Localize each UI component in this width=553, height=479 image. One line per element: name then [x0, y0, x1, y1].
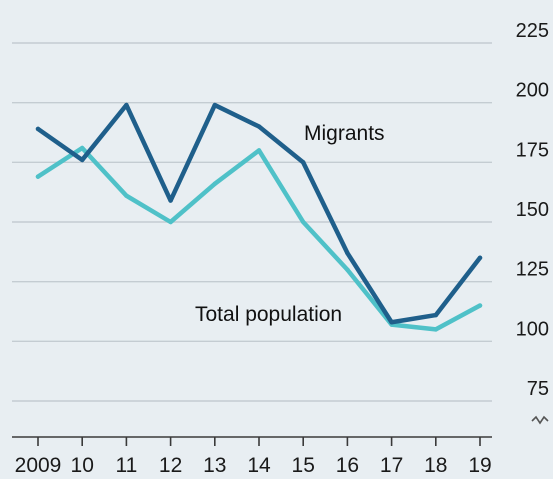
x-tick-label: 11 — [115, 454, 137, 477]
y-tick-label: 125 — [516, 259, 549, 281]
data-point — [301, 219, 306, 225]
axis-break-mark — [531, 415, 549, 425]
x-tick-label: 19 — [468, 454, 491, 477]
x-tick-label: 10 — [71, 454, 94, 477]
series-annotations: Migrants Total population — [195, 122, 385, 326]
x-tick-label: 16 — [336, 454, 359, 477]
annotation-total-population: Total population — [195, 303, 342, 326]
x-tick-label: 17 — [380, 454, 403, 477]
x-tick-label: 15 — [292, 454, 315, 477]
data-point — [477, 303, 483, 308]
data-point — [301, 160, 306, 165]
data-point — [433, 312, 438, 318]
data-point — [35, 126, 41, 132]
x-tick-label: 18 — [424, 454, 447, 477]
y-tick-label: 75 — [527, 378, 549, 400]
y-tick-label: 150 — [516, 199, 549, 221]
x-tick-label: 14 — [247, 454, 271, 477]
x-tick-label: 2009 — [15, 454, 62, 477]
y-tick-label: 200 — [516, 80, 549, 102]
data-point — [212, 102, 217, 108]
data-point — [256, 124, 262, 129]
data-point — [80, 157, 85, 163]
data-point — [433, 327, 438, 332]
x-tick-label: 13 — [203, 454, 226, 477]
data-point — [256, 148, 262, 153]
data-point — [389, 320, 394, 325]
x-tick-label: 12 — [159, 454, 182, 477]
y-axis-labels: 225 200 175 150 125 100 75 — [516, 20, 549, 425]
annotation-migrants: Migrants — [304, 122, 385, 145]
data-point — [477, 255, 483, 260]
data-point — [168, 219, 173, 225]
x-axis — [12, 436, 492, 446]
data-point — [212, 181, 217, 187]
y-tick-label: 175 — [516, 139, 549, 161]
data-point — [124, 193, 129, 198]
data-point — [345, 267, 350, 272]
data-point — [35, 174, 41, 179]
data-point — [124, 102, 129, 108]
data-point — [345, 250, 350, 256]
series-line-migrants — [35, 102, 483, 325]
data-point — [80, 145, 85, 151]
x-axis-labels: 2009 10 11 12 13 14 15 16 17 18 19 — [15, 454, 492, 477]
data-point — [168, 198, 173, 203]
y-tick-label: 100 — [516, 318, 549, 340]
series-lines — [35, 102, 483, 332]
y-tick-label: 225 — [516, 20, 549, 42]
gridlines — [12, 42, 492, 402]
